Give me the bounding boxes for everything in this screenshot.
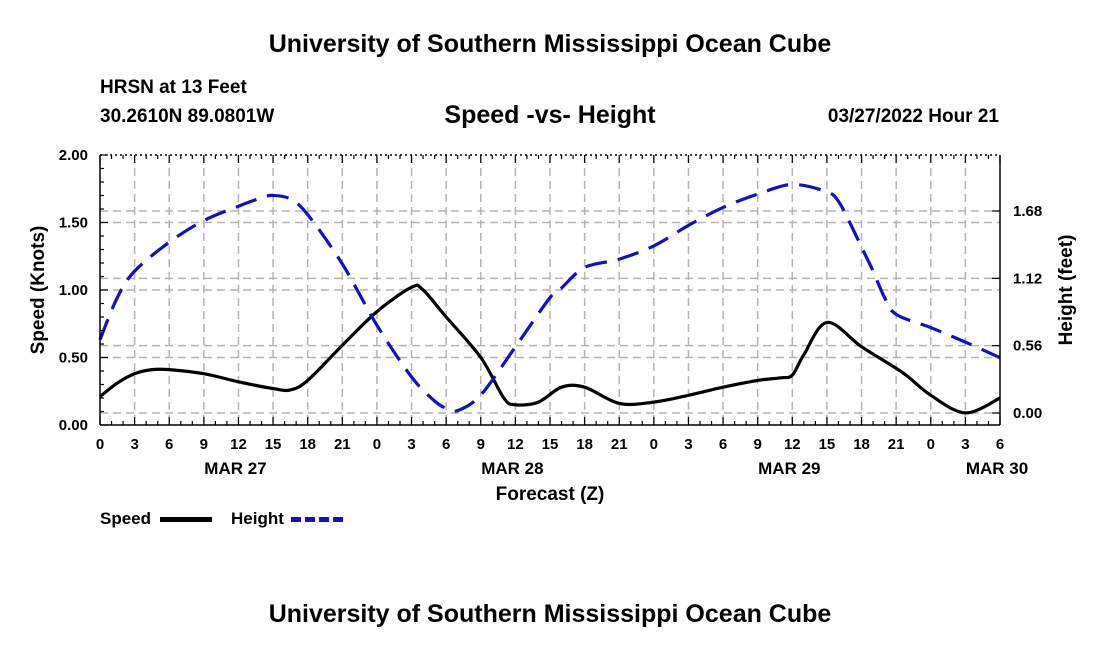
- x-axis-title: Forecast (Z): [496, 484, 605, 505]
- y2-tick-label: 1.12: [1013, 270, 1042, 287]
- x-tick-label: 3: [407, 436, 415, 453]
- chart-title: Speed -vs- Height: [444, 101, 656, 129]
- y-tick-label: 1.00: [59, 282, 88, 299]
- footer-title: University of Southern Mississippi Ocean…: [268, 600, 832, 628]
- x-tick-label: 18: [576, 436, 593, 453]
- x-tick-label: 6: [719, 436, 727, 453]
- x-tick-label: 18: [299, 436, 316, 453]
- y2-tick-label: 0.00: [1013, 405, 1042, 422]
- date-label: MAR 30: [966, 459, 1028, 478]
- x-tick-label: 15: [542, 436, 559, 453]
- x-tick-label: 15: [819, 436, 836, 453]
- x-tick-label: 3: [684, 436, 692, 453]
- y-tick-label: 0.50: [59, 350, 88, 367]
- x-tick-label: 0: [373, 436, 381, 453]
- x-tick-label: 6: [165, 436, 173, 453]
- x-tick-label: 9: [477, 436, 485, 453]
- x-tick-label: 0: [650, 436, 658, 453]
- legend-speed-swatch: [160, 517, 212, 522]
- x-tick-label: 6: [996, 436, 1004, 453]
- x-tick-label: 15: [265, 436, 282, 453]
- series-line-height: [98, 182, 1001, 413]
- x-tick-label: 21: [888, 436, 905, 453]
- y2-tick-label: 1.68: [1013, 203, 1042, 220]
- x-tick-label: 9: [200, 436, 208, 453]
- x-tick-label: 0: [96, 436, 104, 453]
- x-tick-label: 9: [754, 436, 762, 453]
- legend-speed-label: Speed: [100, 509, 152, 528]
- y-tick-label: 0.00: [59, 417, 88, 434]
- legend-height-swatch: [291, 517, 343, 522]
- coordinates-label: 30.2610N 89.0801W: [100, 106, 275, 127]
- series-lines: [98, 182, 1001, 415]
- y-tick-label: 2.00: [59, 147, 88, 164]
- x-tick-label: 0: [927, 436, 935, 453]
- y2-axis-title: Height (feet): [1056, 235, 1077, 346]
- series-line-speed: [99, 283, 1001, 415]
- grid-lines: [100, 155, 1000, 425]
- x-tick-label: 3: [961, 436, 969, 453]
- x-tick-label: 18: [853, 436, 870, 453]
- y-tick-label: 1.50: [59, 215, 88, 232]
- forecast-datetime: 03/27/2022 Hour 21: [827, 106, 999, 127]
- x-tick-label: 12: [230, 436, 247, 453]
- page-title: University of Southern Mississippi Ocean…: [268, 30, 832, 58]
- x-tick-label: 6: [442, 436, 450, 453]
- date-label: MAR 29: [758, 459, 820, 478]
- legend-height-label: Height: [231, 509, 284, 528]
- date-label: MAR 28: [481, 459, 543, 478]
- x-tick-label: 21: [611, 436, 628, 453]
- y2-tick-label: 0.56: [1013, 338, 1042, 355]
- x-tick-label: 3: [130, 436, 138, 453]
- date-label: MAR 27: [204, 459, 266, 478]
- station-label: HRSN at 13 Feet: [100, 77, 247, 98]
- axes: [99, 154, 1001, 426]
- x-tick-label: 21: [334, 436, 351, 453]
- x-tick-label: 12: [784, 436, 801, 453]
- tick-labels: 0 3 6 9 12 15 18 21 0 3 6 9 12 15 18 21 0 3 6 9 12 15 18 21 0 3 6 M…: [28, 147, 1077, 505]
- y-axis-title: Speed (Knots): [28, 226, 49, 355]
- x-tick-label: 12: [507, 436, 524, 453]
